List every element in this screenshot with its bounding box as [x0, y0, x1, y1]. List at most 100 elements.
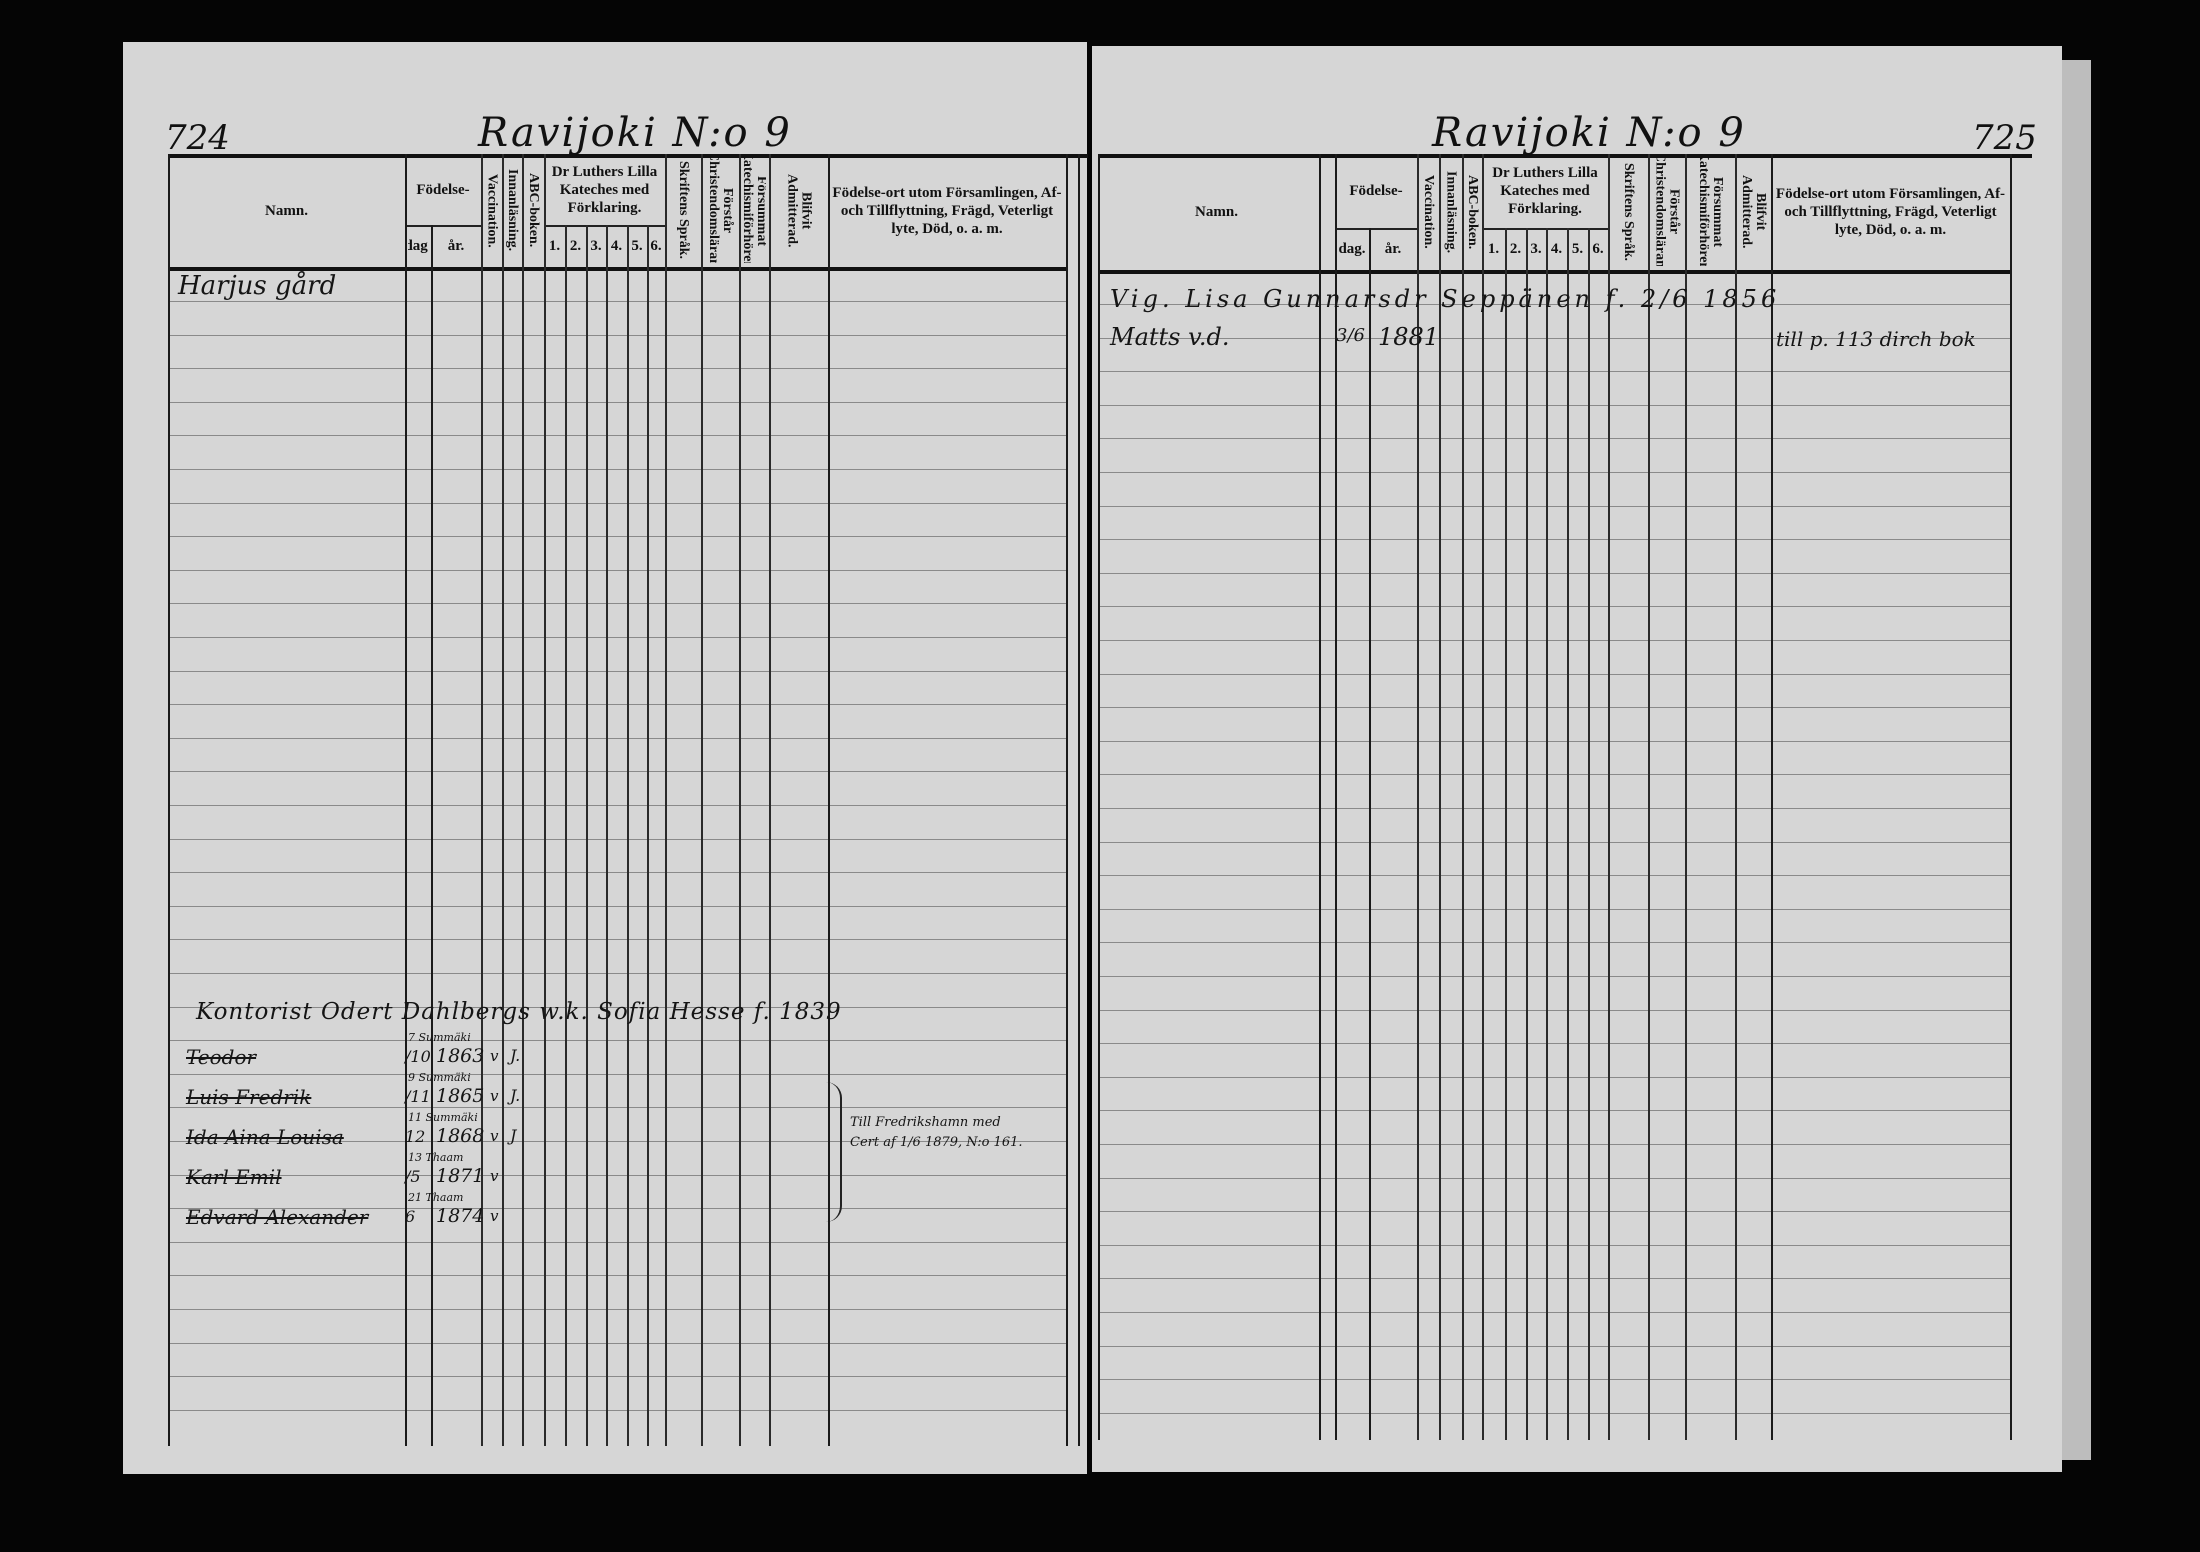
right-header-forstar: Förstår Christendomsläran. — [1652, 158, 1682, 266]
right-top-rule — [1098, 154, 2032, 158]
left-header-rule — [168, 267, 1066, 271]
page-title-left: Ravijoki N:o 9 — [478, 110, 792, 156]
child-vaccination: v — [490, 1127, 499, 1145]
right-row-rule — [1098, 1043, 2010, 1044]
left-column-line — [586, 225, 588, 1446]
right-column-line — [1505, 228, 1507, 1440]
left-row-rule — [168, 1208, 1066, 1209]
child-birth-day: /10 — [405, 1047, 431, 1066]
right-row-rule — [1098, 1144, 2010, 1145]
right-column-line — [1526, 228, 1528, 1440]
left-row-rule — [168, 738, 1066, 739]
left-column-line — [1066, 154, 1068, 1446]
left-header-vaccination: Vaccination. — [484, 173, 500, 248]
right-row-rule — [1098, 1110, 2010, 1111]
left-row-rule — [168, 335, 1066, 336]
left-row-rule — [168, 1410, 1066, 1411]
left-row-rule — [168, 839, 1066, 840]
right-header-kat_nums-4: 5. — [1571, 241, 1584, 257]
left-row-rule — [168, 637, 1066, 638]
left-header-kat_nums-5: 6. — [650, 238, 662, 254]
right-header-kat_nums-0: 1. — [1487, 241, 1500, 257]
child-name: Luis Fredrik — [186, 1085, 312, 1109]
left-header-namn: Namn. — [265, 202, 308, 219]
left-header-innanlasning: Innanläsning. — [505, 169, 519, 252]
right-header-innanlasning: Innanläsning. — [1443, 170, 1459, 254]
left-column-line — [1078, 154, 1080, 1446]
left-row-rule — [168, 973, 1066, 974]
right-column-line — [1098, 154, 1100, 1440]
right-row-rule — [1098, 1211, 2010, 1212]
left-row-rule — [168, 671, 1066, 672]
left-header-kat_nums-2: 3. — [590, 238, 602, 254]
child-reading: J — [510, 1126, 517, 1145]
right-row-rule — [1098, 506, 2010, 507]
left-header-katekes: Dr Luthers Lilla Kateches med Förklaring… — [551, 163, 658, 216]
left-row-rule — [168, 1141, 1066, 1142]
left-row-rule — [168, 872, 1066, 873]
left-column-line — [502, 154, 504, 1446]
left-header-kat_nums-1: 2. — [569, 238, 582, 254]
right-entry-1: Vig. Lisa Gunnarsdr Seppänen f. 2/6 1856 — [1110, 285, 1781, 313]
child-birth-day: /11 — [405, 1087, 431, 1106]
right-row-rule — [1098, 1010, 2010, 1011]
child-vaccination: v — [490, 1087, 499, 1105]
child-birth-year: 1863 — [436, 1045, 485, 1067]
right-column-line — [1335, 154, 1337, 1440]
right-row-rule — [1098, 606, 2010, 607]
right-row-rule — [1098, 573, 2010, 574]
child-birthplace: 9 Summäki — [408, 1071, 471, 1084]
child-vaccination: v — [490, 1047, 499, 1065]
right-row-rule — [1098, 842, 2010, 843]
right-row-rule — [1098, 438, 2010, 439]
left-row-rule — [168, 536, 1066, 537]
left-column-line — [544, 154, 546, 1446]
right-row-rule — [1098, 405, 2010, 406]
household-name: Harjus gård — [178, 271, 337, 301]
right-row-rule — [1098, 371, 2010, 372]
left-header-blifvit: Blifvit Admitterad. — [784, 173, 814, 248]
right-row-rule — [1098, 1178, 2010, 1179]
left-row-rule — [168, 1275, 1066, 1276]
left-column-line — [606, 225, 608, 1446]
right-row-rule — [1098, 640, 2010, 641]
right-header-vaccination: Vaccination. — [1421, 175, 1436, 249]
left-row-rule — [168, 1007, 1066, 1008]
left-row-rule — [168, 1376, 1066, 1377]
right-column-line — [1439, 154, 1441, 1440]
left-column-line — [431, 225, 433, 1446]
child-name: Edvard Alexander — [186, 1205, 369, 1229]
child-birth-year: 1865 — [436, 1085, 485, 1107]
left-column-line — [522, 154, 524, 1446]
left-header-kat_nums-4: 5. — [631, 238, 643, 254]
right-row-rule — [1098, 808, 2010, 809]
right-column-line — [1771, 154, 1773, 1440]
right-row-rule — [1098, 1077, 2010, 1078]
left-header-dag: dag. — [408, 238, 428, 254]
right-entry-2-name: Matts v.d. — [1110, 323, 1230, 351]
left-header-forsummat: Försummat Katechismiförhören. — [742, 158, 766, 263]
right-row-rule — [1098, 1413, 2010, 1414]
right-entry-2-note: till p. 113 dirch bok — [1776, 327, 1976, 351]
right-column-line — [1735, 154, 1737, 1440]
child-reading: J. — [510, 1086, 521, 1105]
left-top-rule — [168, 154, 1088, 158]
left-column-line — [665, 154, 667, 1446]
left-header-forstar: Förstår Christendomsläran. — [706, 158, 735, 263]
right-header-blifvit: Blifvit Admitterad. — [1739, 175, 1768, 249]
right-column-line — [1417, 154, 1419, 1440]
right-header-fodelseort: Födelse-ort utom Församlingen, Af- och T… — [1775, 186, 2006, 238]
left-row-rule — [168, 704, 1066, 705]
left-row-rule — [168, 1175, 1066, 1176]
child-birthplace: 11 Summäki — [408, 1111, 478, 1124]
right-row-rule — [1098, 338, 2010, 339]
left-column-line — [565, 225, 567, 1446]
right-column-line — [1462, 154, 1464, 1440]
child-birthplace: 7 Summäki — [408, 1031, 471, 1044]
right-page — [1092, 46, 2062, 1472]
left-row-rule — [168, 906, 1066, 907]
right-header-forsummat: Försummat Katechismiförhören. — [1696, 158, 1725, 266]
child-birth-day: /5 — [405, 1167, 421, 1186]
child-birth-day: 6 — [405, 1207, 416, 1226]
right-entry-2-day: 3/6 — [1336, 325, 1365, 346]
